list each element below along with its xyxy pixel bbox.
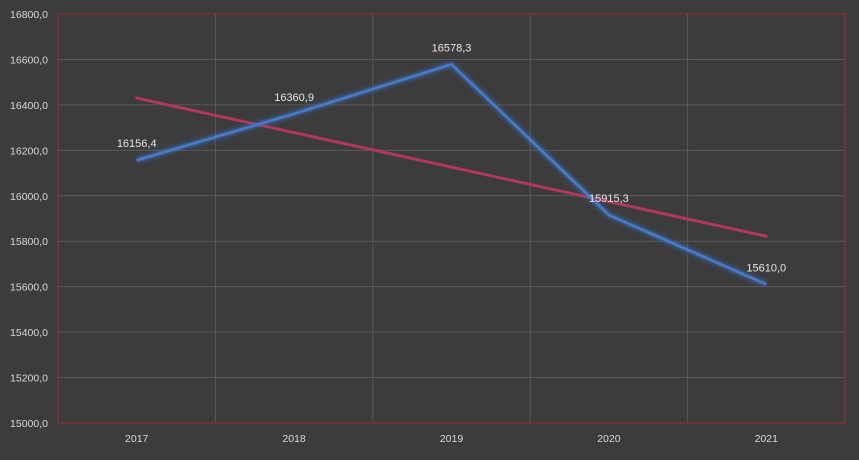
series-line-glow	[137, 64, 767, 284]
y-tick-label: 15600,0	[10, 282, 48, 294]
data-label: 16360,9	[274, 92, 314, 104]
trendline	[137, 98, 767, 236]
series-line	[137, 64, 767, 284]
series-layer	[137, 64, 767, 284]
x-tick-label: 2020	[597, 433, 621, 445]
y-tick-label: 16000,0	[10, 191, 48, 203]
data-label: 16578,3	[432, 42, 472, 54]
y-tick-label: 16200,0	[10, 145, 48, 157]
y-tick-label: 15400,0	[10, 327, 48, 339]
grid	[58, 14, 845, 423]
y-tick-label: 16800,0	[10, 9, 48, 21]
x-tick-label: 2017	[125, 433, 149, 445]
x-tick-label: 2019	[440, 433, 464, 445]
x-tick-label: 2018	[282, 433, 306, 445]
y-axis: 15000,0 15200,0 15400,0 15600,0 15800,0 16000…	[10, 9, 48, 430]
y-tick-label: 15200,0	[10, 373, 48, 385]
y-tick-label: 15800,0	[10, 236, 48, 248]
data-labels: 16156,4 16360,9 16578,3 15915,3 15610,0	[117, 42, 786, 274]
data-label: 15610,0	[746, 262, 786, 274]
data-label: 15915,3	[589, 193, 629, 205]
y-tick-label: 16600,0	[10, 54, 48, 66]
y-tick-label: 15000,0	[10, 418, 48, 430]
x-axis: 2017 2018 2019 2020 2021	[125, 433, 778, 445]
plot-area-border	[58, 14, 845, 423]
trendline-layer	[137, 98, 767, 236]
data-label: 16156,4	[117, 138, 157, 150]
y-tick-label: 16400,0	[10, 100, 48, 112]
x-tick-label: 2021	[755, 433, 779, 445]
